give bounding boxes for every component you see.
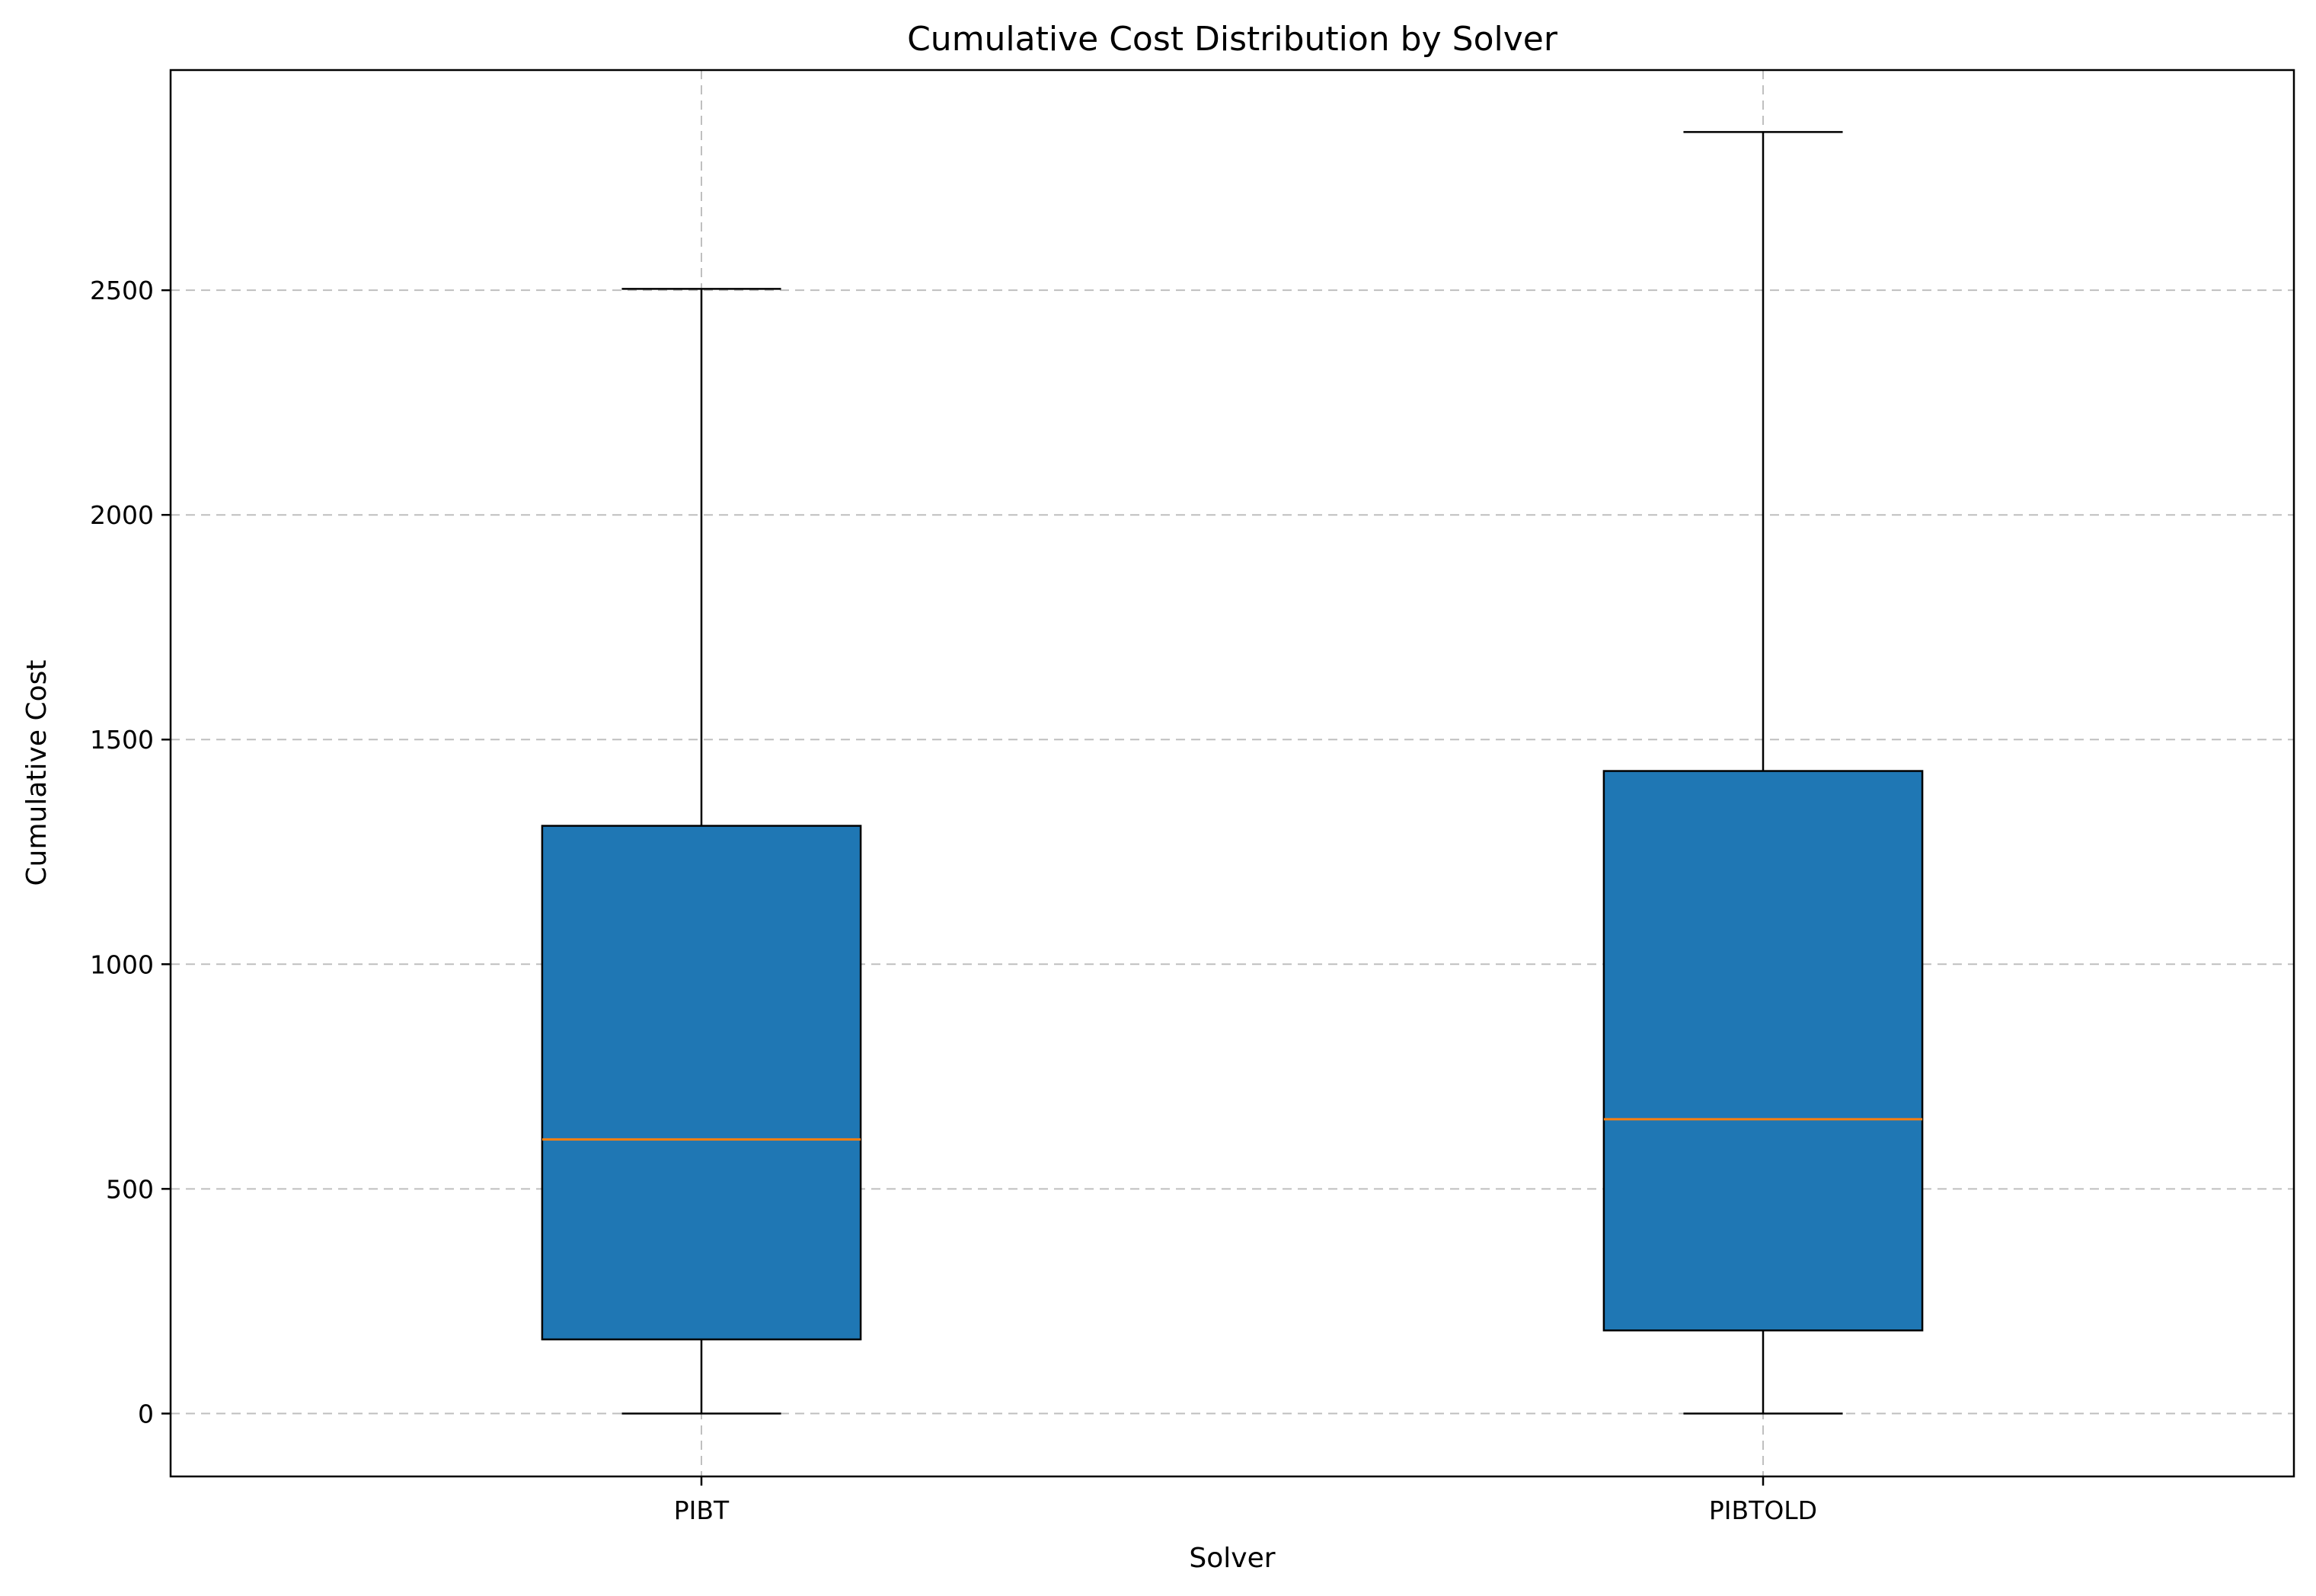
box-layer (541, 131, 1924, 1415)
plot-frame (169, 69, 2295, 1478)
y-axis-label: Cumulative Cost (21, 660, 53, 886)
chart-title: Cumulative Cost Distribution by Solver (907, 20, 1558, 59)
x-tick-label: PIBT (674, 1495, 730, 1525)
y-tick-label: 500 (106, 1174, 154, 1204)
y-tick-label: 1500 (90, 725, 154, 755)
iqr-box (541, 825, 862, 1341)
grid-layer (171, 70, 2294, 1476)
y-tick-label: 0 (138, 1399, 154, 1428)
x-tick-label: PIBTOLD (1709, 1495, 1817, 1525)
y-tick-label: 1000 (90, 950, 154, 979)
x-axis-label: Solver (1189, 1543, 1275, 1574)
x-axis-ticks: PIBT PIBTOLD (674, 1476, 1817, 1525)
y-axis-ticks: 0 500 1000 1500 2000 2500 (90, 276, 171, 1428)
iqr-box (1602, 770, 1924, 1332)
box-pibt (541, 288, 862, 1415)
box-pibtold (1602, 131, 1924, 1415)
y-tick-label: 2000 (90, 500, 154, 530)
y-tick-label: 2500 (90, 276, 154, 305)
